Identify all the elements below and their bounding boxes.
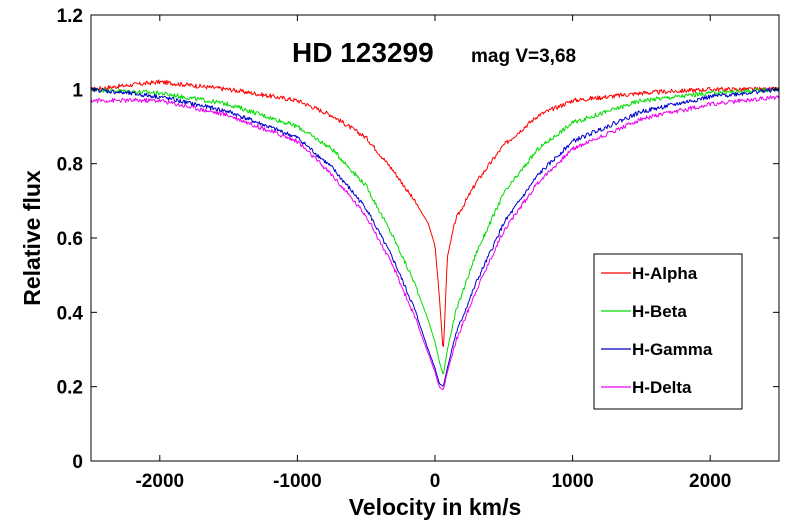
y-tick-label: 0.8: [57, 155, 83, 176]
x-axis-label: Velocity in km/s: [349, 494, 522, 520]
legend-label: H-Beta: [632, 302, 687, 321]
series-layer: [91, 79, 779, 391]
x-tick-label: -1000: [273, 471, 322, 492]
legend-label: H-Gamma: [632, 340, 713, 359]
y-tick-label: 0.4: [57, 303, 84, 324]
y-axis: 0 0.2 0.4 0.6 0.8 1 1.2: [57, 6, 779, 473]
series-line-h-delta: [91, 95, 779, 391]
legend-box: [593, 253, 743, 410]
y-axis-label: Relative flux: [19, 170, 45, 306]
series-line-h-beta: [91, 87, 779, 375]
legend: H-Alpha H-Beta H-Gamma H-Delta: [593, 253, 743, 410]
series-line-h-gamma: [91, 87, 779, 387]
chart-subtitle: mag V=3,68: [471, 46, 576, 67]
y-tick-label: 1: [72, 80, 83, 101]
y-tick-label: 1.2: [57, 6, 83, 27]
x-tick-label: 1000: [551, 471, 593, 492]
legend-label: H-Alpha: [632, 264, 698, 283]
legend-label: H-Delta: [632, 378, 692, 397]
x-tick-label: 2000: [689, 471, 731, 492]
x-axis: -2000 -1000 0 1000 2000: [135, 15, 731, 492]
y-tick-label: 0: [72, 452, 83, 473]
x-tick-label: -2000: [135, 471, 184, 492]
chart-title: HD 123299: [292, 37, 434, 68]
series-line-h-alpha: [91, 79, 779, 347]
y-tick-label: 0.2: [57, 378, 83, 399]
x-tick-label: 0: [430, 471, 441, 492]
y-tick-label: 0.6: [57, 229, 83, 250]
